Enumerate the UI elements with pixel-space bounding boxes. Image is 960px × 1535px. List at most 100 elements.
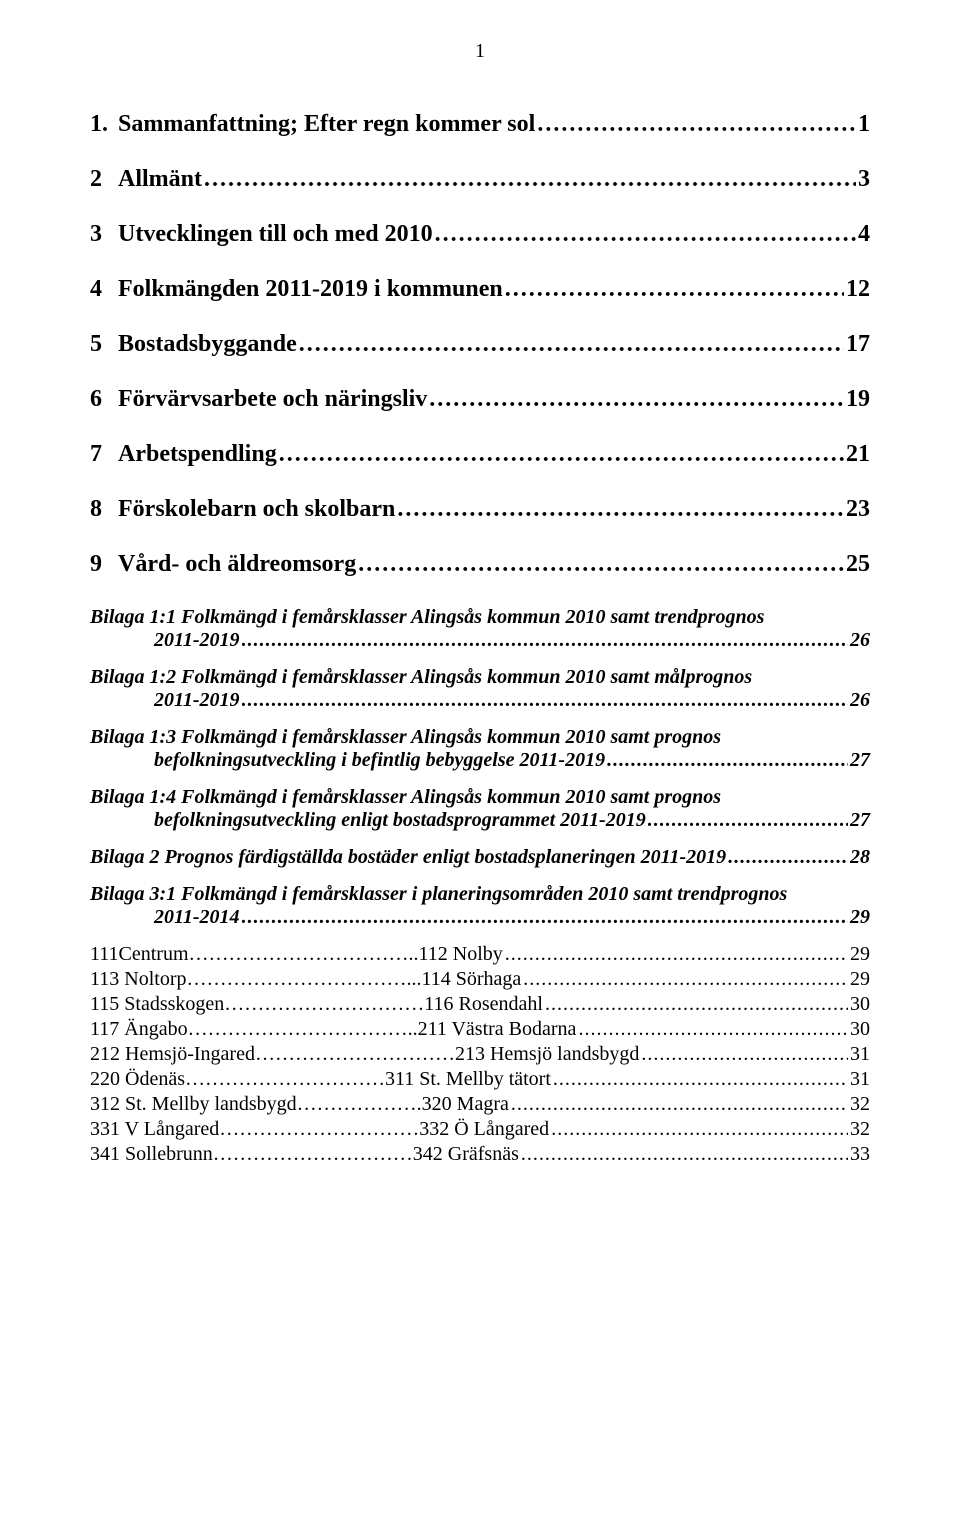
toc-bilaga-title-line2: befolkningsutveckling enligt bostadsprog… [90, 809, 870, 832]
toc-dot-leader [551, 1118, 848, 1141]
toc-entry-title: Förvärvsarbete och näringsliv [118, 386, 427, 413]
toc-entry-title: Sammanfattning; Efter regn kommer sol [118, 111, 535, 138]
toc-main-entry: 4Folkmängden 2011-2019 i kommunen12 [90, 276, 870, 303]
toc-bilaga-title-line2: 2011-2019 26 [90, 629, 870, 652]
toc-dot-leader [545, 993, 848, 1016]
toc-fill-leader: ………………………… [224, 993, 424, 1016]
toc-main-entry: 7Arbetspendling21 [90, 441, 870, 468]
toc-entry-page: 3 [858, 166, 870, 193]
toc-bilaga-entry: Bilaga 1:1 Folkmängd i femårsklasser Ali… [90, 606, 870, 652]
toc-bilaga-title-line1: Bilaga 1:4 Folkmängd i femårsklasser Ali… [90, 786, 870, 809]
toc-entry-page: 28 [850, 846, 870, 869]
toc-entry-number: 8 [90, 496, 118, 523]
toc-fill-leader: ……………………………... [186, 968, 421, 991]
toc-dot-leader [397, 496, 844, 523]
toc-bilaga-entry: Bilaga 1:2 Folkmängd i femårsklasser Ali… [90, 666, 870, 712]
toc-dot-leader [728, 846, 848, 869]
toc-entry-title: Vård- och äldreomsorg [118, 551, 356, 578]
toc-entry-page: 26 [850, 629, 870, 652]
toc-entry-number: 4 [90, 276, 118, 303]
toc-sub-left: 220 Ödenäs [90, 1068, 185, 1091]
toc-entry-title: Folkmängden 2011-2019 i kommunen [118, 276, 503, 303]
toc-bilaga-title: Bilaga 2 Prognos färdigställda bostäder … [90, 846, 870, 869]
toc-bilaga-entry: Bilaga 1:4 Folkmängd i femårsklasser Ali… [90, 786, 870, 832]
toc-entry-page: 1 [858, 111, 870, 138]
toc-sub-right: 116 Rosendahl [424, 993, 543, 1016]
toc-dot-leader [523, 968, 848, 991]
toc-dot-leader [648, 809, 848, 832]
toc-fill-leader: …………………………….. [189, 943, 419, 966]
toc-sub-left: 331 V Långared [90, 1118, 219, 1141]
toc-bilaga-entry: Bilaga 1:3 Folkmängd i femårsklasser Ali… [90, 726, 870, 772]
toc-main-entry: 9Vård- och äldreomsorg 25 [90, 551, 870, 578]
toc-entry-page: 17 [846, 331, 870, 358]
toc-bilaga-title-line1: Bilaga 3:1 Folkmängd i femårsklasser i p… [90, 883, 870, 906]
toc-entry-page: 19 [846, 386, 870, 413]
toc-entry-title: Utvecklingen till och med 2010 [118, 221, 433, 248]
toc-entry-page: 4 [858, 221, 870, 248]
toc-entry-title: Förskolebarn och skolbarn [118, 496, 395, 523]
toc-entry-page: 25 [846, 551, 870, 578]
toc-entry-number: 2 [90, 166, 118, 193]
toc-bilaga-list: Bilaga 1:1 Folkmängd i femårsklasser Ali… [90, 606, 870, 929]
toc-fill-leader: ………………………… [185, 1068, 385, 1091]
toc-fill-leader: …………………………….. [188, 1018, 418, 1041]
toc-dot-leader [521, 1143, 848, 1166]
toc-sub-left: 341 Sollebrunn [90, 1143, 213, 1166]
toc-sub-entry: 341 Sollebrunn………………………… 342 Gräfsnäs 33 [90, 1143, 870, 1166]
toc-sub-left: 115 Stadsskogen [90, 993, 224, 1016]
toc-sub-entry: 212 Hemsjö-Ingared………………………… 213 Hemsjö … [90, 1043, 870, 1066]
toc-dot-leader [204, 166, 856, 193]
page-number: 1 [90, 40, 870, 63]
toc-dot-leader [242, 689, 848, 712]
toc-bilaga-title-line1: Bilaga 1:1 Folkmängd i femårsklasser Ali… [90, 606, 870, 629]
toc-dot-leader [505, 943, 848, 966]
toc-fill-leader: ………………………… [213, 1143, 413, 1166]
toc-fill-leader: ………………………… [255, 1043, 455, 1066]
toc-sub-left: 113 Noltorp [90, 968, 186, 991]
toc-sub-entry: 117 Ängabo…………………………….. 211 Västra Bodar… [90, 1018, 870, 1041]
toc-sub-entry: 115 Stadsskogen…………………………116 Rosendahl 3… [90, 993, 870, 1016]
toc-entry-number: 9 [90, 551, 118, 578]
toc-entry-page: 33 [850, 1143, 870, 1166]
toc-sub-left: 312 St. Mellby landsbygd [90, 1093, 297, 1116]
toc-entry-title: Arbetspendling [118, 441, 277, 468]
toc-sub-left: 212 Hemsjö-Ingared [90, 1043, 255, 1066]
toc-sub-right: 211 Västra Bodarna [418, 1018, 577, 1041]
toc-bilaga-entry: Bilaga 2 Prognos färdigställda bostäder … [90, 846, 870, 869]
toc-sub-right: 114 Sörhaga [421, 968, 521, 991]
toc-sub-entry: 220 Ödenäs…………………………311 St. Mellby tätor… [90, 1068, 870, 1091]
toc-main-entry: 1.Sammanfattning; Efter regn kommer sol1 [90, 111, 870, 138]
toc-sub-right: 213 Hemsjö landsbygd [455, 1043, 639, 1066]
toc-bilaga-title-line2: 2011-2019 26 [90, 689, 870, 712]
toc-dot-leader [578, 1018, 848, 1041]
toc-main-entry: 2Allmänt 3 [90, 166, 870, 193]
toc-dot-leader [537, 111, 856, 138]
toc-dot-leader [607, 749, 848, 772]
toc-dot-leader [553, 1068, 848, 1091]
toc-dot-leader [299, 331, 844, 358]
toc-bilaga-title-line1: Bilaga 1:2 Folkmängd i femårsklasser Ali… [90, 666, 870, 689]
toc-sub-entry: 111Centrum…………………………….. 112 Nolby 29 [90, 943, 870, 966]
toc-entry-page: 32 [850, 1093, 870, 1116]
toc-entry-page: 29 [850, 906, 870, 929]
toc-entry-page: 30 [850, 993, 870, 1016]
toc-main-entry: 6Förvärvsarbete och näringsliv19 [90, 386, 870, 413]
toc-sub-right: 342 Gräfsnäs [413, 1143, 519, 1166]
toc-entry-page: 27 [850, 809, 870, 832]
toc-fill-leader: ………………………… [219, 1118, 419, 1141]
toc-main-list: 1.Sammanfattning; Efter regn kommer sol1… [90, 111, 870, 578]
toc-sub-entry: 312 St. Mellby landsbygd………………. 320 Magr… [90, 1093, 870, 1116]
toc-entry-number: 5 [90, 331, 118, 358]
toc-bilaga-title-line2: 2011-2014 29 [90, 906, 870, 929]
toc-sub-right: 311 St. Mellby tätort [385, 1068, 551, 1091]
toc-entry-page: 31 [850, 1043, 870, 1066]
toc-entry-title: Allmänt [118, 166, 202, 193]
toc-dot-leader [429, 386, 844, 413]
toc-sub-entry: 331 V Långared………………………… 332 Ö Långared … [90, 1118, 870, 1141]
toc-dot-leader [279, 441, 844, 468]
toc-fill-leader: ………………. [297, 1093, 422, 1116]
toc-dot-leader [242, 906, 848, 929]
toc-dot-leader [242, 629, 848, 652]
toc-dot-leader [358, 551, 844, 578]
